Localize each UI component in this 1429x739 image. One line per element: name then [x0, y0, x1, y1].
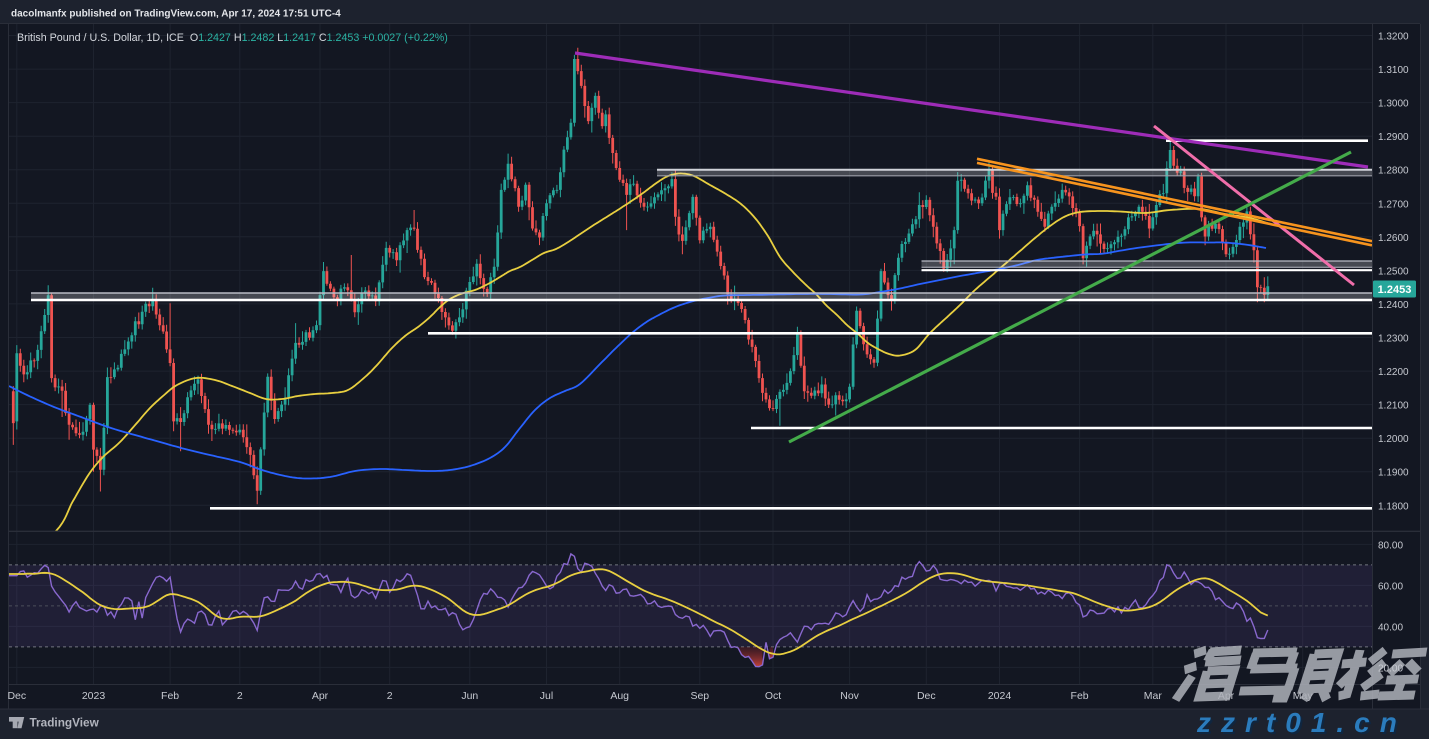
svg-text:1.2500: 1.2500 — [1378, 266, 1409, 277]
svg-text:zzrt01.cn: zzrt01.cn — [1198, 709, 1409, 739]
svg-text:1.2000: 1.2000 — [1378, 434, 1409, 445]
svg-text:1.1800: 1.1800 — [1378, 501, 1409, 512]
svg-text:Dec: Dec — [7, 690, 26, 702]
svg-text:2023: 2023 — [82, 690, 106, 702]
svg-text:1.3000: 1.3000 — [1378, 99, 1409, 110]
svg-text:1.2100: 1.2100 — [1378, 401, 1409, 412]
svg-text:dacolmanfx published on Tradin: dacolmanfx published on TradingView.com,… — [11, 9, 341, 20]
svg-text:British Pound / U.S. Dollar, 1: British Pound / U.S. Dollar, 1D, ICE O1.… — [17, 32, 448, 44]
svg-text:Mar: Mar — [1144, 690, 1163, 702]
svg-text:1.2800: 1.2800 — [1378, 166, 1409, 177]
svg-text:60.00: 60.00 — [1378, 581, 1403, 592]
svg-text:2: 2 — [237, 690, 243, 702]
svg-text:Nov: Nov — [840, 690, 859, 702]
svg-text:Dec: Dec — [917, 690, 936, 702]
svg-text:1.3100: 1.3100 — [1378, 65, 1409, 76]
svg-text:2: 2 — [387, 690, 393, 702]
svg-text:1.2900: 1.2900 — [1378, 132, 1409, 143]
svg-text:Feb: Feb — [161, 690, 179, 702]
svg-text:1.1900: 1.1900 — [1378, 468, 1409, 479]
svg-text:1.2453: 1.2453 — [1378, 284, 1412, 296]
svg-text:1.2300: 1.2300 — [1378, 334, 1409, 345]
svg-text:1.2400: 1.2400 — [1378, 300, 1409, 311]
svg-text:TradingView: TradingView — [30, 716, 100, 730]
svg-text:zzrt01.cn: zzrt01.cn — [1196, 707, 1407, 738]
svg-text:Sep: Sep — [690, 690, 709, 702]
svg-text:1.2600: 1.2600 — [1378, 233, 1409, 244]
svg-text:2024: 2024 — [988, 690, 1012, 702]
svg-text:Oct: Oct — [765, 690, 781, 702]
svg-text:1.3200: 1.3200 — [1378, 32, 1409, 43]
svg-text:Feb: Feb — [1071, 690, 1089, 702]
svg-text:Jun: Jun — [461, 690, 478, 702]
svg-text:Jul: Jul — [540, 690, 553, 702]
svg-text:1.2200: 1.2200 — [1378, 367, 1409, 378]
svg-text:Aug: Aug — [610, 690, 629, 702]
svg-text:Apr: Apr — [312, 690, 329, 702]
svg-text:1.2700: 1.2700 — [1378, 199, 1409, 210]
svg-text:80.00: 80.00 — [1378, 540, 1403, 551]
svg-text:40.00: 40.00 — [1378, 622, 1403, 633]
svg-text:20.00: 20.00 — [1378, 663, 1403, 674]
